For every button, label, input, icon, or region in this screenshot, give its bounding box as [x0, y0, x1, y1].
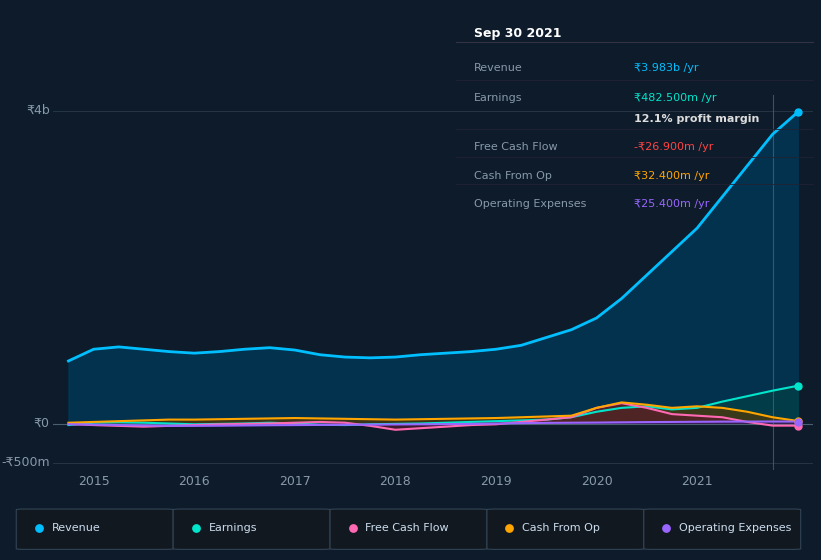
Point — [189, 524, 202, 533]
Point — [791, 417, 805, 426]
Text: Cash From Op: Cash From Op — [522, 523, 600, 533]
Text: ₹32.400m /yr: ₹32.400m /yr — [635, 171, 709, 181]
Text: Revenue: Revenue — [52, 523, 100, 533]
Text: ₹0: ₹0 — [34, 417, 49, 430]
Point — [791, 108, 805, 116]
Text: 12.1% profit margin: 12.1% profit margin — [635, 114, 759, 124]
Text: -₹500m: -₹500m — [1, 456, 49, 469]
Text: ₹3.983b /yr: ₹3.983b /yr — [635, 63, 699, 73]
Point — [32, 524, 45, 533]
Text: Operating Expenses: Operating Expenses — [474, 199, 586, 209]
Point — [791, 421, 805, 430]
Text: Earnings: Earnings — [209, 523, 257, 533]
Text: Earnings: Earnings — [474, 93, 522, 102]
Point — [791, 381, 805, 390]
Text: Free Cash Flow: Free Cash Flow — [474, 142, 557, 152]
Text: ₹482.500m /yr: ₹482.500m /yr — [635, 93, 717, 102]
FancyBboxPatch shape — [644, 509, 800, 549]
Point — [503, 524, 516, 533]
FancyBboxPatch shape — [16, 509, 173, 549]
FancyBboxPatch shape — [487, 509, 644, 549]
Text: ₹25.400m /yr: ₹25.400m /yr — [635, 199, 709, 209]
Text: Operating Expenses: Operating Expenses — [679, 523, 791, 533]
FancyBboxPatch shape — [173, 509, 330, 549]
Point — [791, 417, 805, 426]
Point — [346, 524, 359, 533]
Point — [660, 524, 673, 533]
Text: Revenue: Revenue — [474, 63, 522, 73]
Text: ₹4b: ₹4b — [25, 104, 49, 118]
Text: -₹26.900m /yr: -₹26.900m /yr — [635, 142, 713, 152]
FancyBboxPatch shape — [330, 509, 487, 549]
Text: Sep 30 2021: Sep 30 2021 — [474, 27, 561, 40]
Text: Free Cash Flow: Free Cash Flow — [365, 523, 449, 533]
Text: Cash From Op: Cash From Op — [474, 171, 552, 181]
